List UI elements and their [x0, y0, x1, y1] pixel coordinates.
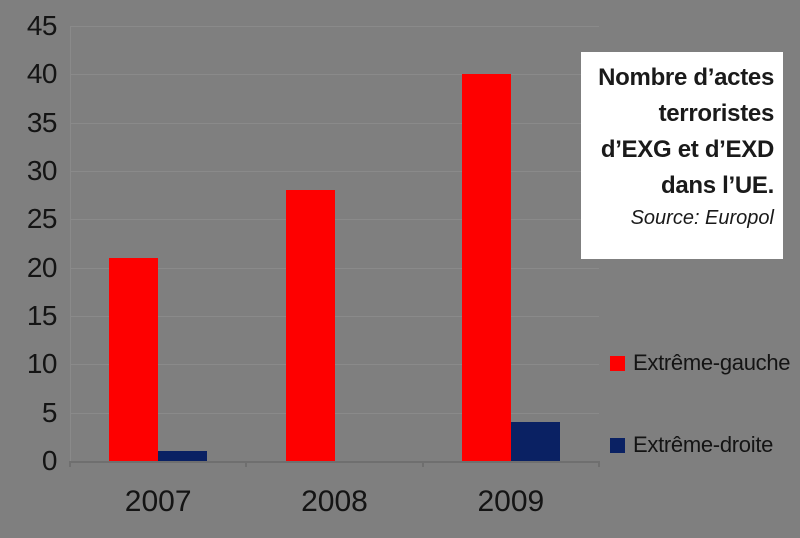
legend-swatch-navy [610, 437, 625, 453]
gridline [70, 171, 599, 172]
y-axis-label: 10 [26, 348, 58, 380]
y-axis-label: 20 [26, 251, 58, 283]
legend-label: Extrême-gauche [633, 350, 791, 375]
bar-2009-droite [510, 422, 560, 461]
gridline [70, 364, 599, 366]
legend-label: Extrême-droite [633, 432, 774, 457]
x-axis-label: 2008 [301, 485, 368, 518]
bar-2009-gauche [461, 74, 511, 461]
y-axis-label: 40 [26, 58, 58, 90]
y-axis-label: 0 [41, 445, 58, 476]
chart-source: Source: Europol [630, 207, 774, 229]
gridline [70, 74, 599, 76]
gridline [70, 412, 599, 414]
bar-2007-droite [158, 451, 208, 461]
gridline [70, 26, 599, 27]
x-axis-line [70, 461, 599, 463]
bar-2008-gauche [285, 190, 335, 461]
gridline [70, 316, 599, 317]
y-axis-label: 5 [41, 396, 58, 428]
chart-title: Nombre d’actes terroristes d’EXG et d’EX… [598, 64, 774, 199]
y-axis-label: 45 [26, 10, 58, 41]
gridline [70, 122, 599, 124]
x-axis-tick [598, 461, 600, 467]
legend-swatch-red [610, 355, 625, 371]
gridline [70, 219, 599, 221]
x-axis-label: 2009 [477, 485, 545, 518]
y-axis-label: 30 [26, 155, 58, 186]
legend-item-extreme-gauche: Extrême-gauche [610, 350, 791, 375]
x-axis-tick [245, 461, 248, 467]
y-axis-label: 35 [26, 106, 58, 138]
x-axis-tick [421, 461, 424, 467]
legend-item-extreme-droite: Extrême-droite [610, 432, 774, 457]
x-axis-label: 2007 [124, 485, 192, 518]
chart-title-box: Nombre d’actes terroristes d’EXG et d’EX… [581, 52, 783, 259]
gridline [70, 267, 599, 269]
plot-left-edge [70, 26, 71, 461]
bar-2007-gauche [109, 258, 159, 461]
y-axis-label: 25 [26, 203, 58, 235]
y-axis-label: 15 [26, 300, 58, 331]
x-axis-tick [69, 461, 71, 467]
